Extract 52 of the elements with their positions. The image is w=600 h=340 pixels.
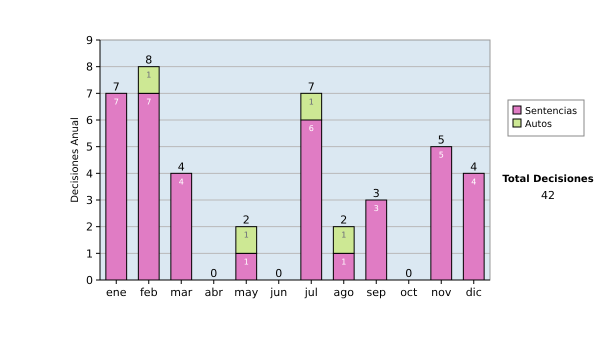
y-axis-title: Decisiones Anual — [70, 117, 81, 203]
y-tick-label: 6 — [86, 114, 93, 127]
y-tick-label: 2 — [86, 220, 93, 234]
data-label: 6 — [308, 124, 314, 133]
y-tick-label: 8 — [86, 60, 93, 74]
y-tick-label: 3 — [86, 194, 93, 207]
x-tick-label: ene — [106, 286, 127, 299]
x-tick-label: jul — [304, 286, 318, 299]
x-tick-label: may — [234, 286, 259, 299]
x-tick-label: ago — [334, 286, 354, 299]
total-label: 0 — [275, 267, 282, 280]
data-label: 4 — [471, 177, 476, 186]
y-tick-label: 1 — [86, 247, 93, 260]
x-tick-label: mar — [170, 286, 193, 299]
data-label: 1 — [341, 230, 346, 240]
total-label: 8 — [145, 54, 152, 67]
total-label: 7 — [308, 80, 315, 94]
total-label: 2 — [340, 214, 348, 227]
y-tick-label: 7 — [86, 87, 93, 100]
data-label: 1 — [244, 257, 249, 266]
y-tick-label: 9 — [86, 34, 93, 47]
x-tick-label: dic — [466, 286, 482, 299]
x-tick-label: sep — [366, 286, 386, 299]
total-label: 5 — [438, 134, 445, 147]
total-label: 4 — [470, 160, 478, 174]
data-label: 7 — [146, 97, 152, 106]
y-tick-label: 0 — [86, 274, 93, 287]
x-tick-label: feb — [140, 286, 158, 299]
y-tick-label: 5 — [86, 140, 93, 154]
y-tick-label: 4 — [86, 167, 93, 180]
text: 42 — [541, 189, 555, 202]
data-label: 7 — [114, 97, 119, 106]
data-label: 5 — [438, 150, 444, 160]
legend-label: Autos — [525, 119, 552, 130]
data-label: 1 — [146, 70, 152, 80]
data-label: 3 — [374, 204, 379, 213]
x-tick-label: oct — [400, 286, 418, 299]
x-tick-label: abr — [204, 286, 224, 299]
data-label: 1 — [244, 230, 249, 240]
total-label: 0 — [405, 267, 412, 280]
legend-label: Sentencias — [525, 106, 578, 117]
total-label: 4 — [178, 160, 185, 174]
text: Total Decisiones — [502, 174, 594, 185]
x-tick-label: nov — [431, 286, 452, 299]
data-label: 1 — [341, 257, 346, 266]
data-label: 1 — [308, 97, 314, 106]
total-label: 7 — [112, 80, 120, 94]
total-label: 3 — [372, 187, 380, 200]
total-label: 2 — [242, 214, 250, 227]
total-label: 0 — [210, 267, 218, 280]
data-label: 4 — [178, 177, 184, 186]
x-tick-label: jun — [269, 286, 288, 299]
